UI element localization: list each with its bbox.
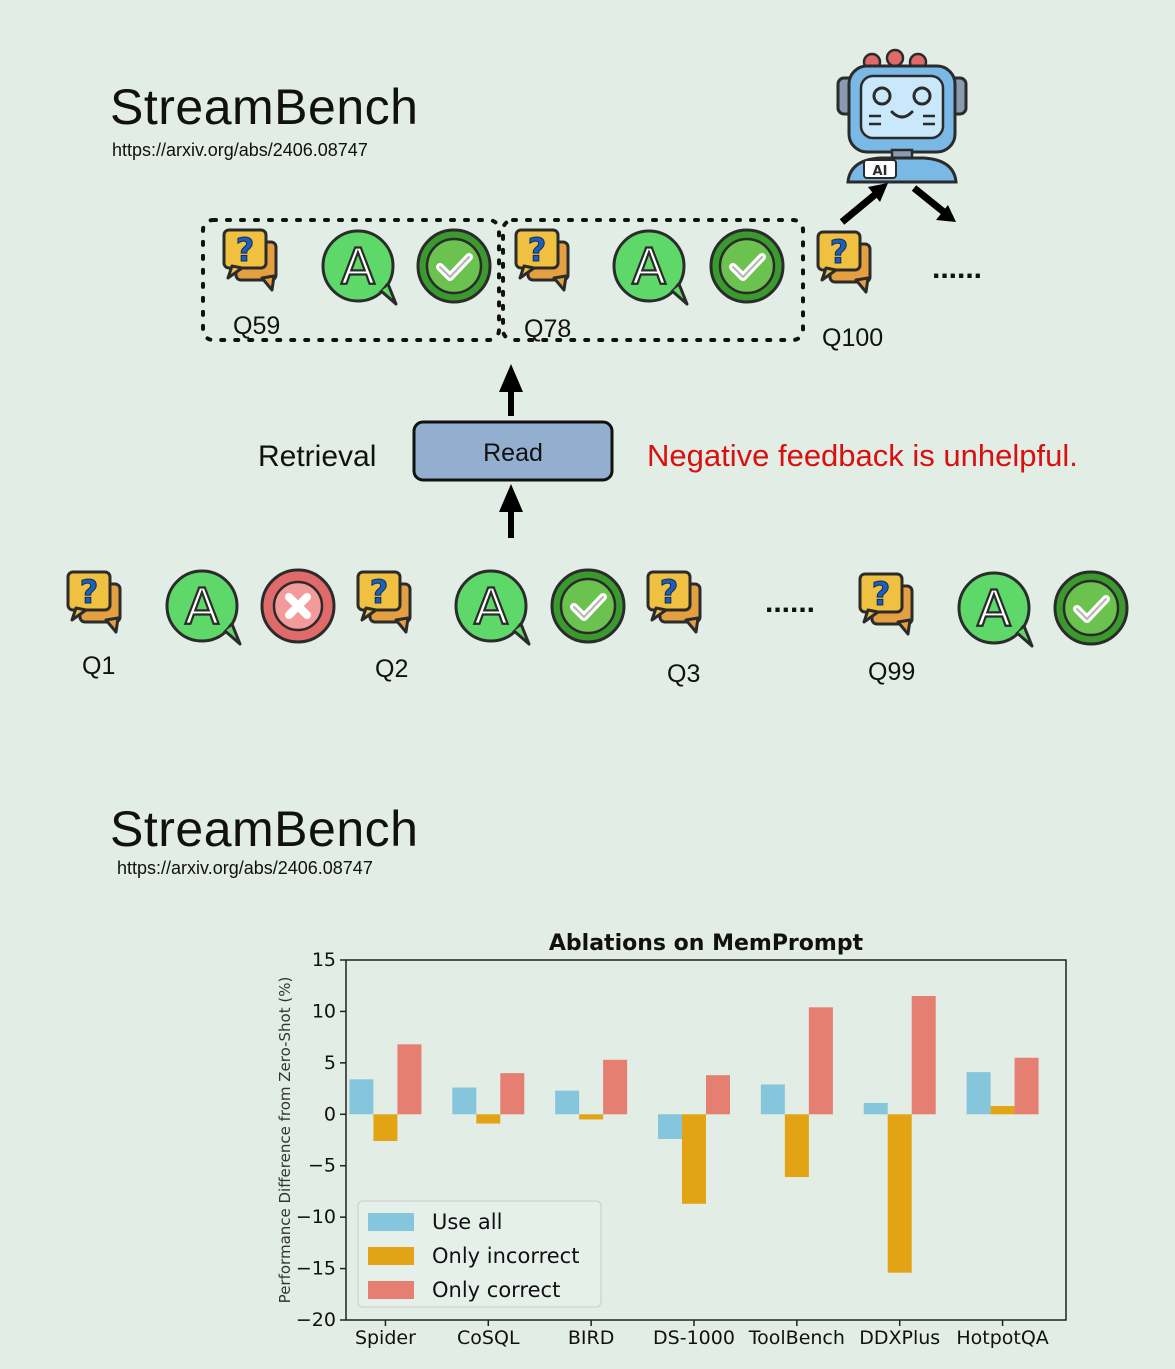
answer-icon — [957, 571, 1034, 648]
bar-only-correct — [1014, 1057, 1039, 1115]
correct-check-icon — [418, 230, 490, 302]
y-tick-label: 10 — [312, 1000, 336, 1022]
up-arrow — [499, 484, 523, 538]
legend-label: Use all — [432, 1210, 502, 1234]
bar-only-correct — [911, 996, 936, 1115]
bar-use-all — [452, 1087, 477, 1115]
bar-only-incorrect — [476, 1114, 501, 1124]
read-button[interactable]: Read — [412, 420, 614, 482]
bar-only-incorrect — [990, 1106, 1015, 1115]
answer-icon — [165, 569, 242, 646]
x-tick-label: DDXPlus — [859, 1327, 940, 1349]
legend-swatch — [368, 1213, 414, 1231]
question-icon — [646, 570, 702, 634]
x-tick-label: HotpotQA — [956, 1327, 1048, 1349]
bar-use-all — [760, 1084, 785, 1115]
question-icon — [66, 570, 122, 634]
legend-swatch — [368, 1247, 414, 1265]
y-axis-label: Performance Difference from Zero-Shot (%… — [276, 977, 294, 1304]
bar-only-correct — [500, 1073, 525, 1115]
plot-area — [345, 959, 1067, 1321]
retrieved-label-q59: Q59 — [233, 312, 280, 340]
top-ellipsis: ...... — [932, 252, 982, 285]
bar-only-incorrect — [579, 1114, 604, 1120]
x-tick-label: ToolBench — [748, 1327, 845, 1349]
legend-label: Only correct — [432, 1278, 560, 1302]
y-tick-label: −20 — [296, 1309, 336, 1331]
question-icon — [816, 230, 872, 294]
x-tick-label: BIRD — [568, 1327, 614, 1349]
bar-use-all — [349, 1079, 374, 1115]
y-tick-label: −15 — [296, 1258, 336, 1280]
x-tick-label: CoSQL — [457, 1327, 520, 1349]
bar-only-incorrect — [887, 1114, 912, 1273]
chart-title: Ablations on MemPrompt — [549, 931, 864, 956]
y-tick-label: 5 — [324, 1052, 336, 1074]
robot-badge: AI — [873, 164, 888, 179]
question-icon — [514, 228, 570, 292]
bar-use-all — [863, 1102, 888, 1115]
incorrect-x-icon — [262, 570, 334, 642]
top-title: StreamBench — [110, 79, 419, 135]
retrieved-box-q59 — [201, 218, 501, 342]
stream-ellipsis: ...... — [765, 586, 815, 619]
x-tick-label: DS-1000 — [653, 1327, 735, 1349]
stream-label-q1: Q1 — [82, 652, 115, 680]
chart-legend — [357, 1200, 602, 1308]
answer-icon — [612, 229, 689, 306]
bar-only-incorrect — [784, 1114, 809, 1178]
bar-only-correct — [603, 1059, 628, 1115]
y-tick-label: 0 — [324, 1103, 336, 1125]
stream-label-q2: Q2 — [375, 655, 408, 683]
top-paper-link[interactable]: https://arxiv.org/abs/2406.08747 — [112, 140, 368, 160]
question-icon — [222, 228, 278, 292]
question-icon — [858, 572, 914, 636]
legend-swatch — [368, 1281, 414, 1299]
bar-use-all — [555, 1090, 580, 1115]
feedback-note: Negative feedback is unhelpful. — [647, 438, 1078, 473]
retrieved-box-q78 — [501, 218, 805, 342]
robot-output-arrow — [911, 185, 956, 222]
bar-only-correct — [397, 1044, 422, 1115]
read-button-label: Read — [483, 439, 543, 467]
robot-input-arrow — [839, 183, 888, 225]
y-tick-label: −10 — [296, 1206, 336, 1228]
robot-ai-icon: AI — [836, 48, 968, 184]
y-tick-label: −5 — [308, 1155, 336, 1177]
correct-check-icon — [552, 570, 624, 642]
bottom-paper-link[interactable]: https://arxiv.org/abs/2406.08747 — [117, 858, 373, 878]
bar-only-correct — [706, 1075, 730, 1115]
bar-only-correct — [808, 1007, 833, 1115]
retrieved-label-q78: Q78 — [524, 315, 571, 343]
current-question-label: Q100 — [822, 324, 883, 352]
legend-label: Only incorrect — [432, 1244, 579, 1268]
answer-icon — [454, 569, 531, 646]
stream-label-q99: Q99 — [868, 658, 915, 686]
correct-check-icon — [711, 230, 783, 302]
question-icon — [356, 570, 412, 634]
bottom-title: StreamBench — [110, 801, 419, 857]
x-tick-label: Spider — [355, 1327, 416, 1349]
bar-use-all — [658, 1114, 682, 1139]
streambench-diagram: ? A — [66, 48, 1175, 688]
y-tick-label: 15 — [312, 949, 336, 971]
up-arrow — [499, 364, 523, 416]
bar-only-incorrect — [682, 1114, 706, 1204]
answer-icon — [321, 229, 398, 306]
bar-only-incorrect — [373, 1114, 398, 1142]
stream-label-q3: Q3 — [667, 660, 700, 688]
bar-use-all — [966, 1072, 991, 1115]
retrieval-label: Retrieval — [258, 440, 376, 473]
correct-check-icon — [1055, 572, 1127, 644]
